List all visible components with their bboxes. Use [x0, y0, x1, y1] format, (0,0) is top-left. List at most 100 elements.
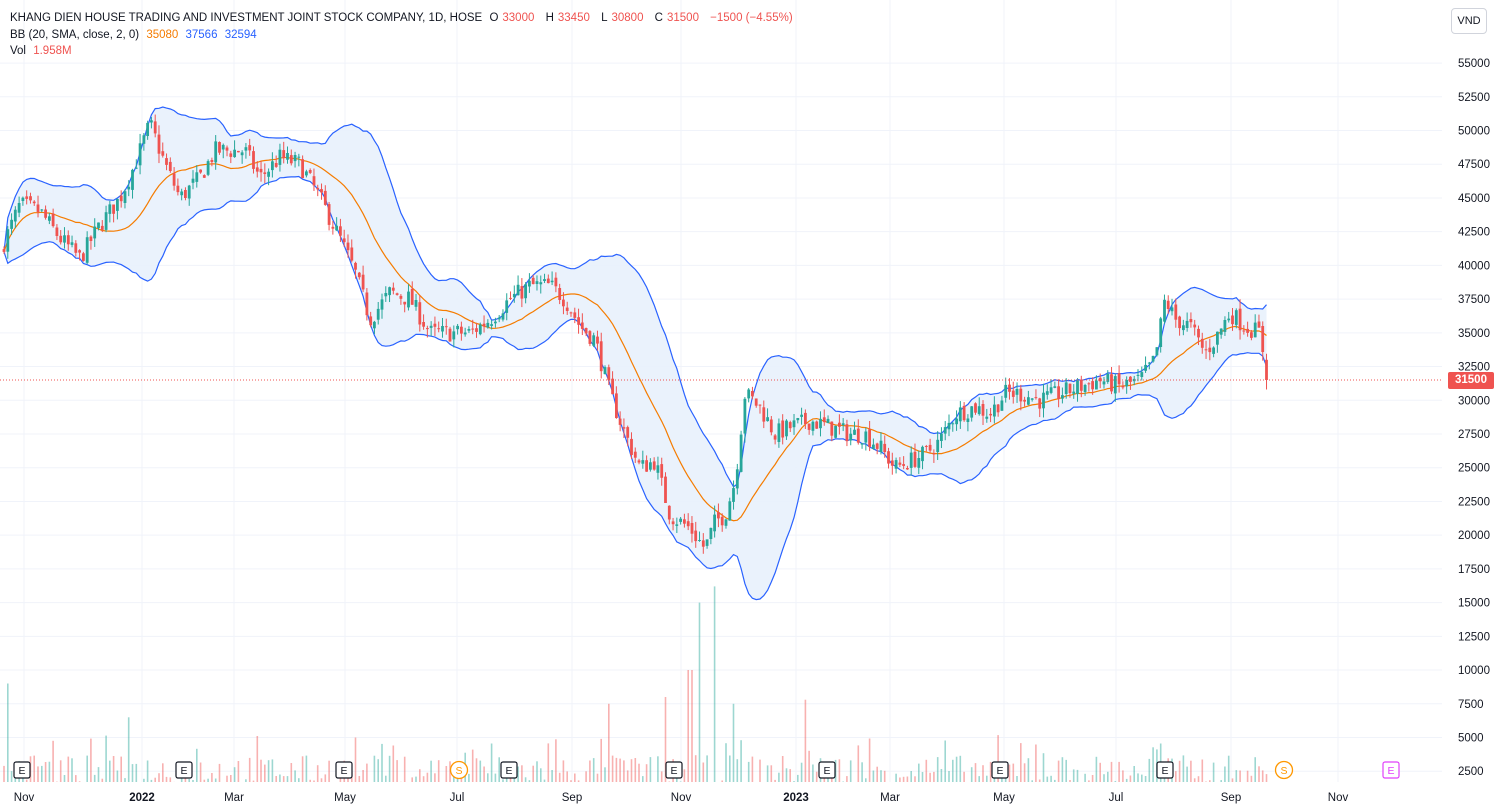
volume-bar [282, 776, 285, 782]
volume-bar [585, 771, 587, 782]
candle [501, 309, 505, 322]
candle [255, 161, 259, 178]
earnings-event-icon[interactable]: E [665, 761, 683, 779]
legend-vol-row[interactable]: Vol 1.958M [10, 43, 797, 60]
candle-body [255, 167, 259, 172]
earnings-event-icon[interactable]: E [818, 761, 836, 779]
earnings-event-icon[interactable]: E [500, 761, 518, 779]
candle [943, 421, 947, 441]
earnings-event-icon[interactable]: E [991, 761, 1009, 779]
candle-body [1182, 325, 1185, 331]
x-tick-label: Sep [562, 792, 582, 804]
currency-button[interactable]: VND [1451, 8, 1487, 34]
volume-bar [687, 670, 689, 782]
candle-body [1212, 347, 1215, 354]
candle-body [17, 203, 21, 213]
split-event-icon[interactable]: S [449, 760, 469, 780]
candle [868, 420, 871, 452]
time-axis[interactable]: Nov 2022 Mar May Jul Sep Nov 2023 Mar May Jul Sep No… [14, 792, 1349, 804]
earnings-icon-box [1156, 761, 1174, 779]
candle-body [271, 161, 274, 171]
candle-body [134, 167, 138, 169]
candle-body [85, 237, 89, 263]
volume-bar [774, 779, 776, 782]
volume-bar [396, 760, 398, 782]
earnings-icon-box [175, 761, 193, 779]
candle [940, 427, 943, 449]
volume-bar [1193, 778, 1196, 782]
candle [509, 291, 512, 301]
candle-body [357, 272, 361, 278]
candle [70, 235, 74, 248]
candle-body [792, 420, 796, 428]
candle-body [853, 429, 856, 435]
volume-bar [52, 740, 54, 782]
candle [184, 187, 187, 201]
candle-body [1178, 316, 1181, 329]
candle-body [429, 325, 433, 328]
earnings-event-icon[interactable]: E [175, 761, 193, 779]
candle-body [849, 433, 853, 441]
future-earnings-event-icon[interactable]: E [1382, 761, 1400, 779]
event-markers[interactable]: E E E E E E E ES S E [13, 760, 1400, 780]
candle [1257, 314, 1261, 328]
volume-bar [199, 762, 202, 782]
candle-body [1253, 322, 1257, 338]
candle-body [55, 227, 59, 236]
legend-bb-row[interactable]: BB (20, SMA, close, 2, 0) 35080 37566 32… [10, 27, 797, 44]
y-tick-label: 2500 [1458, 766, 1484, 778]
candle [335, 217, 338, 231]
candle [834, 425, 837, 439]
candle-body [622, 427, 626, 429]
candle-body [535, 281, 539, 284]
candle-body [463, 332, 467, 335]
earnings-icon-box [500, 761, 518, 779]
change-value: −1500 (−4.55%) [710, 12, 793, 24]
volume-bar [865, 778, 867, 782]
candle [342, 229, 346, 247]
candle [380, 293, 384, 319]
earnings-event-icon[interactable]: E [13, 761, 31, 779]
candle-body [875, 443, 879, 449]
volume-bar [944, 740, 946, 782]
future-earnings-icon-box [1382, 761, 1400, 779]
candle [909, 446, 913, 476]
low-value: 30800 [611, 12, 644, 24]
volume-bar [952, 759, 954, 782]
candle [883, 435, 887, 458]
candle-body [168, 161, 172, 171]
candle-body [131, 169, 134, 190]
candle [1015, 382, 1019, 403]
candle [51, 208, 55, 228]
candle [637, 458, 641, 465]
y-tick-label: 20000 [1458, 530, 1490, 542]
candle-body [804, 412, 807, 424]
volume-bar [706, 755, 708, 782]
volume-bar [948, 771, 950, 782]
earnings-event-icon[interactable]: E [335, 761, 353, 779]
earnings-event-icon[interactable]: E [1156, 761, 1174, 779]
volume-bar [638, 763, 640, 782]
candle [456, 323, 459, 335]
volume-bar [313, 780, 315, 782]
candle-body [649, 462, 652, 470]
candle-body [1095, 380, 1098, 390]
candle [1238, 299, 1242, 340]
candle-body [391, 287, 395, 291]
candle-body [724, 519, 728, 526]
candle [804, 409, 807, 430]
volume-bar [540, 768, 542, 782]
volume-bar [963, 771, 965, 782]
candle [762, 400, 766, 429]
candle-body [1068, 383, 1072, 394]
volume-bar [547, 743, 550, 782]
candle-body [766, 417, 769, 422]
price-axis[interactable]: 55000 52500 50000 47500 45000 42500 40000 37500… [1458, 58, 1490, 778]
candle-body [97, 222, 100, 229]
split-event-icon[interactable]: S [1274, 760, 1294, 780]
candle [48, 212, 51, 225]
candle-body [856, 428, 860, 443]
candle-body [573, 312, 577, 318]
candle-body [599, 341, 603, 372]
